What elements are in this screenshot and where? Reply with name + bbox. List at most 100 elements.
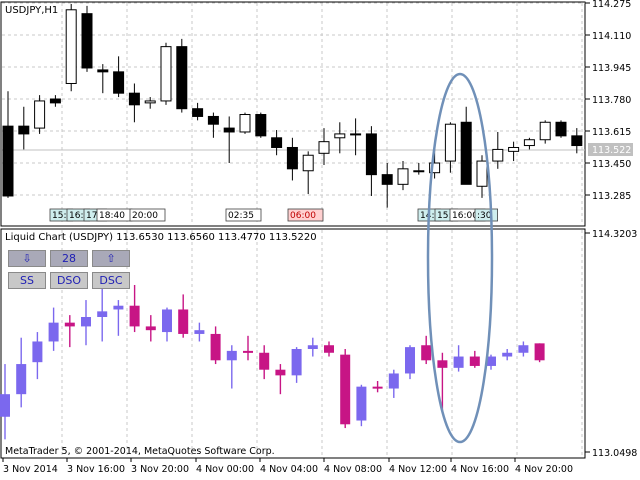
dsc-button[interactable]: DSC (92, 272, 130, 289)
liquid-candle (210, 326, 221, 365)
candle-body (178, 309, 189, 334)
indicator-chart-frame[interactable] (0, 228, 586, 459)
main-chart-frame[interactable] (0, 1, 586, 227)
candle-body (207, 115, 219, 125)
liquid-candle (243, 335, 253, 361)
liquid-candle (356, 384, 367, 427)
liquid-candle (64, 315, 75, 348)
candle-body (334, 133, 346, 139)
candle-body (318, 141, 330, 154)
liquid-candle (226, 345, 237, 389)
session-label-box (129, 208, 166, 222)
dso-button[interactable]: DSO (50, 272, 88, 289)
period-value-field[interactable]: 28 (50, 250, 88, 267)
candle-body (226, 350, 237, 361)
candle-body (129, 305, 140, 327)
liquid-candle (291, 347, 302, 383)
liquid-candle (405, 345, 415, 380)
time-tick-label: 3 Nov 2014 (3, 464, 58, 475)
candle-body (350, 133, 362, 136)
liquid-candle (421, 335, 432, 365)
candle (523, 137, 535, 150)
candle-body (176, 46, 188, 110)
candle (160, 42, 172, 105)
liquid-candle (388, 369, 399, 398)
candle-body (144, 100, 156, 104)
candle-body (275, 369, 286, 376)
candle-body (192, 108, 204, 117)
liquid-candle (372, 381, 383, 393)
candle (128, 83, 140, 123)
liquid-candle (178, 294, 189, 338)
candle-body (429, 162, 441, 174)
candle-body (302, 154, 314, 172)
candle-body (194, 330, 205, 334)
session-label: 17: (86, 211, 100, 221)
candle (113, 56, 125, 98)
highlight-ellipse (426, 72, 494, 444)
candle-body (460, 121, 472, 185)
main-candles (2, 3, 583, 208)
time-tick-label: 4 Nov 20:00 (515, 464, 573, 475)
candle (381, 163, 393, 208)
liquid-candle (145, 315, 156, 342)
candle-body (388, 373, 399, 389)
ss-button[interactable]: SS (8, 272, 46, 289)
candle-body (571, 135, 583, 147)
liquid-candle (16, 337, 27, 408)
symbol-title: USDJPY,H1 (5, 5, 58, 16)
liquid-candle (518, 341, 529, 357)
candle-body (113, 305, 124, 310)
candle-body (397, 168, 409, 185)
candle (192, 102, 204, 121)
candle-body (97, 311, 108, 317)
time-tick-label: 4 Nov 04:00 (260, 464, 318, 475)
candle (555, 120, 567, 138)
candle (460, 106, 472, 185)
liquid-candle (453, 345, 464, 372)
copyright-text: MetaTrader 5, © 2001-2014, MetaQuotes So… (5, 446, 275, 457)
candle-body (539, 121, 551, 141)
candle-body (502, 352, 513, 357)
candle (302, 151, 314, 195)
candle (176, 38, 188, 113)
candle-body (255, 114, 267, 137)
candle (34, 95, 46, 134)
candle (18, 106, 30, 150)
candle-body (81, 13, 93, 69)
candle-body (64, 322, 75, 327)
candle (97, 64, 109, 94)
candle-body (2, 125, 14, 197)
candle (413, 163, 425, 175)
time-tick-label: 4 Nov 00:00 (196, 464, 254, 475)
liquid-candle (194, 322, 205, 342)
candle-body (97, 69, 109, 73)
price-tick-label: 114.110 (592, 31, 631, 42)
candle-body (81, 317, 91, 327)
candle (239, 112, 251, 134)
candle (508, 141, 520, 162)
liquid-candle (48, 307, 59, 351)
candle-body (444, 123, 456, 162)
time-axis: 3 Nov 2014 3 Nov 16:00 3 Nov 20:00 4 Nov 00… (2, 458, 573, 475)
candle-body (405, 347, 415, 374)
candle-body (113, 71, 125, 94)
candle (492, 131, 504, 169)
session-label: :30 (477, 211, 492, 221)
current-price-label: 113.522 (592, 145, 631, 156)
liquid-candle (32, 332, 43, 380)
liquid-candle (340, 349, 351, 429)
candle-body (16, 364, 27, 395)
candle-body (534, 343, 545, 361)
candle-body (32, 341, 43, 363)
session-label: 06:00 (290, 211, 316, 221)
candle-body (0, 394, 10, 417)
candle-body (243, 350, 253, 353)
increase-button[interactable]: ⇧ (92, 250, 130, 267)
decrease-button[interactable]: ⇩ (8, 250, 46, 267)
candle (49, 95, 61, 107)
liquid-candle (129, 285, 140, 333)
liquid-candle (469, 350, 480, 368)
price-tick-label: 113.450 (592, 159, 631, 170)
